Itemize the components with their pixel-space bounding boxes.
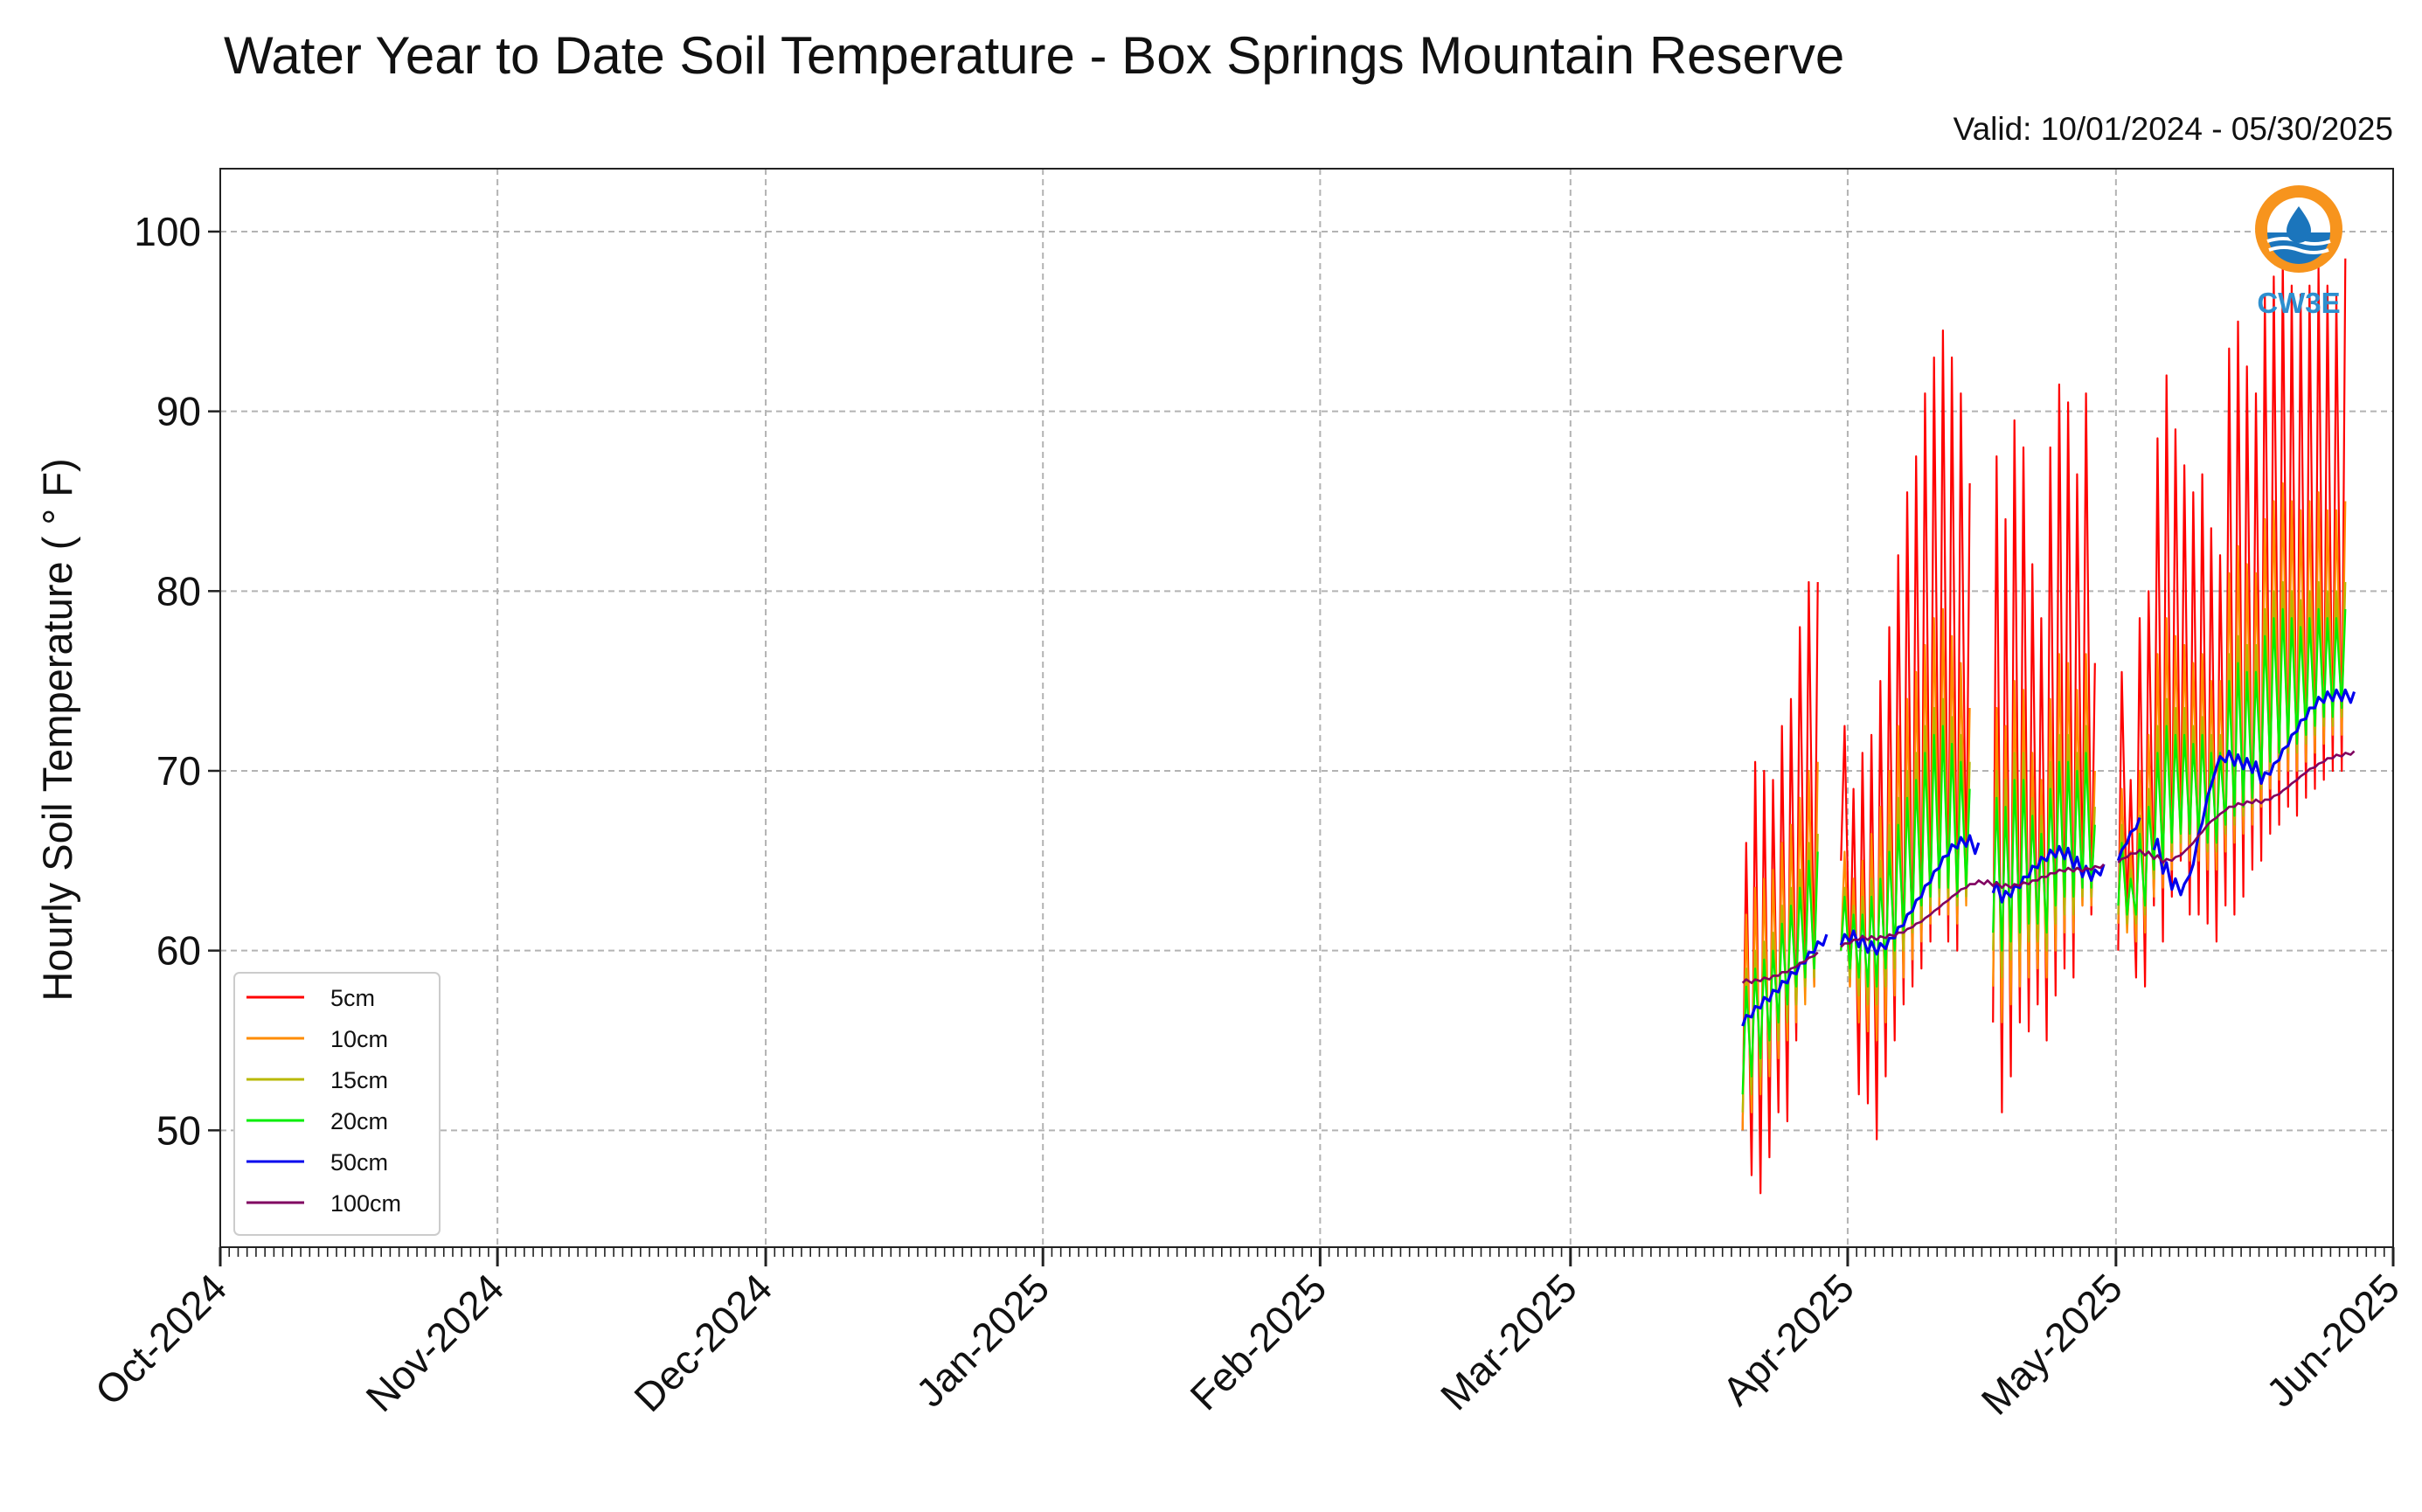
plot-series — [1741, 257, 2356, 1195]
series-100cm — [1741, 750, 2356, 984]
legend-item-50cm: 50cm — [246, 1149, 388, 1176]
y-tick-label: 100 — [134, 209, 201, 254]
logo-text: CW3E — [2257, 287, 2340, 319]
legend-item-15cm: 15cm — [246, 1067, 388, 1093]
y-tick-label: 70 — [156, 748, 201, 794]
series-100cm-line — [1741, 951, 1819, 984]
legend-label: 20cm — [330, 1108, 388, 1134]
legend-item-10cm: 10cm — [246, 1026, 388, 1052]
grid-lines — [220, 169, 2393, 1247]
legend-label: 10cm — [330, 1026, 388, 1052]
legend-label: 5cm — [330, 985, 375, 1011]
y-tick-label: 80 — [156, 568, 201, 614]
y-tick-label: 90 — [156, 389, 201, 434]
series-20cm-line — [2117, 607, 2347, 916]
series-20cm-line — [1992, 752, 2096, 952]
legend-label: 100cm — [330, 1190, 401, 1217]
series-100cm-line — [2117, 750, 2356, 864]
logo-wave-icon-2 — [2268, 246, 2329, 254]
legend-label: 50cm — [330, 1149, 388, 1176]
y-tick-label: 60 — [156, 928, 201, 974]
series-50cm-line — [1839, 834, 1981, 956]
y-tick-label: 50 — [156, 1107, 201, 1153]
chart-subtitle: Valid: 10/01/2024 - 05/30/2025 — [1954, 111, 2393, 147]
series-20cm-line — [1840, 725, 1971, 988]
series-5cm-line — [2117, 257, 2347, 988]
legend-item-100cm: 100cm — [246, 1190, 401, 1217]
legend-item-20cm: 20cm — [246, 1108, 388, 1134]
series-50cm-line — [2152, 688, 2356, 897]
series-50cm-line — [2116, 816, 2141, 862]
cw3e-logo: CW3E — [2255, 185, 2342, 319]
chart-title: Water Year to Date Soil Temperature - Bo… — [224, 26, 1844, 85]
water-drop-icon — [2287, 206, 2311, 243]
plot-frame — [219, 168, 2394, 1248]
chart-legend: 5cm 10cm 15cm 20cm 50cm 100cm — [233, 972, 441, 1236]
series-100cm-line — [1840, 863, 2105, 948]
legend-label: 15cm — [330, 1067, 388, 1093]
legend-item-5cm: 5cm — [246, 985, 375, 1011]
y-axis-label: Hourly Soil Temperature ( ° F) — [34, 458, 80, 1001]
series-50cm-line — [1741, 933, 1829, 1027]
